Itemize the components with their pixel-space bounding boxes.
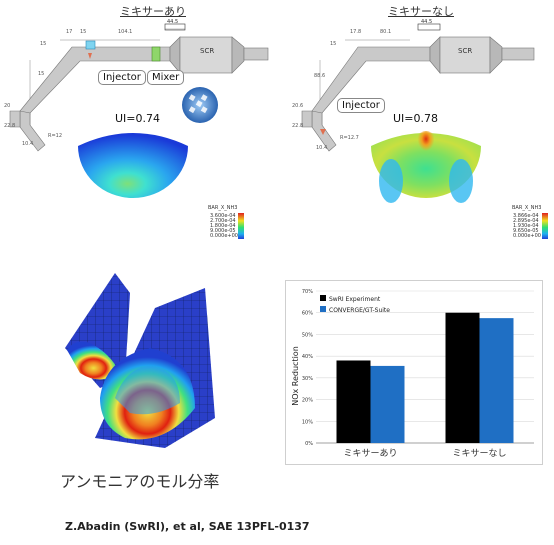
ammonia-caption: アンモニアのモル分率: [60, 472, 220, 491]
chart-y-tick-label: 70%: [302, 289, 313, 295]
nox-reduction-chart: 0% 10% 20% 30% 40% 50% 60% 70% ミキサーあり ミキサーなし NOx…: [291, 289, 534, 459]
chart-y-tick-label: 10%: [302, 419, 313, 425]
chart-bar: [479, 318, 514, 443]
panel-title-with-mixer: ミキサーあり: [120, 5, 186, 18]
injector-spray-icon-right: [320, 129, 326, 135]
svg-text:17: 17: [66, 29, 72, 35]
scr-label: SCR: [200, 47, 214, 55]
legend-title-left: BAR_X_NH3: [208, 205, 238, 211]
chart-x-category-label: ミキサーなし: [452, 448, 506, 459]
chart-y-tick-label: 60%: [302, 311, 313, 317]
panel-title-without-mixer: ミキサーなし: [388, 5, 454, 18]
ui-value-with-mixer: UI=0.74: [115, 112, 161, 125]
legend-value-right-2: 1.930e-04: [513, 223, 539, 229]
chart-x-categories: ミキサーあり ミキサーなし: [343, 448, 506, 459]
injector-block: [85, 40, 96, 50]
svg-text:104.1: 104.1: [118, 29, 132, 35]
svg-text:17.8: 17.8: [350, 29, 361, 35]
callout-injector-with-mixer: Injector: [98, 70, 146, 85]
legend-value-left-3: 9.000e-05: [210, 228, 236, 234]
svg-text:20: 20: [4, 103, 10, 109]
chart-y-ticks: 0% 10% 20% 30% 40% 50% 60% 70%: [302, 289, 313, 447]
legend-label-swri: SwRI Experiment: [329, 296, 381, 303]
svg-text:15: 15: [38, 71, 44, 77]
legend-value-right-3: 9.650e-05: [513, 228, 539, 234]
callout-mixer: Mixer: [147, 70, 185, 85]
chart-y-tick-label: 0%: [305, 441, 313, 447]
svg-text:10.4: 10.4: [316, 145, 327, 151]
chart-y-axis-label: NOx Reduction: [291, 346, 300, 406]
colorbar-right: [542, 213, 548, 239]
exhaust-geometry-without-mixer: 15 17.8 80.1 88.6 20.6 22.8 10.4 R=12.7 …: [292, 19, 535, 152]
legend-swatch-converge: [320, 306, 326, 312]
chart-y-tick-label: 20%: [302, 398, 313, 404]
callout-injector-without-mixer: Injector: [337, 98, 385, 113]
mixer-block: [151, 46, 161, 62]
chart-y-tick-label: 50%: [302, 332, 313, 338]
legend-value-right-1: 2.895e-04: [513, 218, 539, 224]
legend-swatch-swri: [320, 295, 326, 301]
dimension-label-right: 44.5: [421, 19, 432, 25]
nox-chart-frame: 0% 10% 20% 30% 40% 50% 60% 70% ミキサーあり ミキサーなし NOx…: [285, 280, 543, 465]
svg-text:22.8: 22.8: [4, 123, 15, 129]
injector-spray-icon: [88, 53, 92, 59]
legend-value-right-0: 3.866e-04: [513, 213, 539, 219]
mixer-3d-icon: [182, 87, 218, 123]
legend-value-right-4: 0.000e+00: [513, 233, 541, 239]
chart-legend: SwRI Experiment CONVERGE/GT-Suite: [320, 295, 390, 314]
svg-text:10.4: 10.4: [22, 141, 33, 147]
ui-value-without-mixer: UI=0.78: [393, 112, 439, 125]
svg-text:15: 15: [330, 41, 336, 47]
svg-text:80.1: 80.1: [380, 29, 391, 35]
citation-text: Z.Abadin (SwRI), et al, SAE 13PFL-0137: [65, 520, 310, 533]
chart-bar: [445, 312, 480, 443]
chart-bar: [336, 360, 371, 443]
svg-text:22.8: 22.8: [292, 123, 303, 129]
legend-label-converge: CONVERGE/GT-Suite: [329, 307, 390, 314]
svg-text:R=12: R=12: [48, 133, 62, 139]
chart-y-tick-label: 30%: [302, 376, 313, 382]
dimension-label: 44.5: [167, 19, 178, 25]
svg-text:15: 15: [80, 29, 86, 35]
chart-bar: [370, 365, 405, 443]
contour-disk-with-mixer: [78, 133, 188, 199]
chart-x-category-label: ミキサーあり: [343, 448, 397, 459]
dimension-bar-right: [417, 23, 441, 31]
svg-text:88.6: 88.6: [314, 73, 325, 79]
ammonia-3d-cutaway: [65, 273, 215, 448]
svg-text:R=12.7: R=12.7: [340, 135, 359, 141]
scr-label-right: SCR: [458, 47, 472, 55]
contour-disk-without-mixer: [371, 131, 481, 203]
dimension-bar: [164, 23, 186, 31]
legend-value-left-1: 2.700e-04: [210, 218, 236, 224]
legend-value-left-4: 0.000e+00: [210, 233, 238, 239]
chart-y-tick-label: 40%: [302, 354, 313, 360]
legend-title-right: BAR_X_NH3: [512, 205, 542, 211]
svg-text:20.6: 20.6: [292, 103, 303, 109]
colorbar-left: [238, 213, 244, 239]
legend-value-left-2: 1.800e-04: [210, 223, 236, 229]
legend-value-left-0: 3.600e-04: [210, 213, 236, 219]
svg-text:15: 15: [40, 41, 46, 47]
chart-bars: [336, 312, 514, 443]
exhaust-geometry-with-mixer: 15 17 15 104.1 15 20 22.8 10.4 R=12 SCR …: [4, 19, 269, 152]
